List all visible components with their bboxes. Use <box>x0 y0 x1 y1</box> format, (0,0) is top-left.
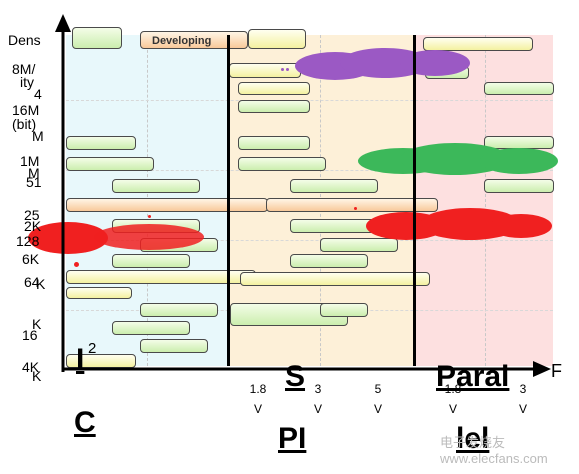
y-tick: K <box>36 276 46 292</box>
spi-bar <box>320 238 398 252</box>
red-blob <box>490 214 552 238</box>
spi-label-top: S <box>285 360 306 393</box>
grid-line <box>66 240 553 241</box>
red-blob <box>94 224 204 250</box>
parallel-label-top: Paral <box>436 360 510 393</box>
y-tick: 64 <box>24 274 40 290</box>
x-tick-value: 5 <box>374 382 382 396</box>
i2c-bar <box>66 157 154 171</box>
y-tick: M <box>28 165 40 181</box>
y-tick: 2K <box>24 218 42 234</box>
spi-bar <box>290 254 368 268</box>
x-tick-value: 1.8 <box>444 382 462 396</box>
watermark: 电子发烧友 www.elecfans.com <box>440 435 548 466</box>
i2c-bar <box>66 287 132 299</box>
grid-line <box>66 100 553 101</box>
i2c-bar <box>66 136 136 150</box>
y-tick: 51 <box>26 174 42 190</box>
y-axis-label: ity <box>20 74 34 90</box>
y-tick: 25 <box>24 207 40 223</box>
separator-line <box>413 35 416 366</box>
i2c-label-superscript: 2 <box>88 340 97 357</box>
x-tick-unit: V <box>448 402 457 416</box>
y-tick: 16M <box>12 102 40 118</box>
parallel-bar <box>484 82 554 95</box>
parallel-top-bar <box>423 37 533 51</box>
spi-bar <box>320 303 368 317</box>
spi-bar <box>238 100 310 113</box>
i2c-bar <box>140 339 208 353</box>
y-tick: 4K <box>22 359 40 375</box>
y-tick: K <box>32 316 42 332</box>
x-tick-value: 3 <box>314 382 322 396</box>
y-tick: K <box>32 368 42 384</box>
legend-developing-bar <box>140 31 248 49</box>
spi-bar <box>238 157 326 171</box>
i2c-label-top: I <box>76 343 85 376</box>
red-dot <box>74 262 79 267</box>
x-tick-value: 3 <box>519 382 527 396</box>
green-blob <box>480 148 558 174</box>
developing-label: Developing <box>152 35 212 47</box>
spi-bar <box>240 272 430 286</box>
y-axis-label: (bit) <box>12 116 37 132</box>
y-tick: 8M/ <box>12 61 36 77</box>
spi-label-bottom: PI <box>278 422 307 455</box>
x-tick-unit: V <box>253 402 262 416</box>
y-tick: 1M <box>20 153 40 169</box>
legend-green-bar <box>72 27 122 49</box>
y-tick: 4 <box>34 86 42 102</box>
x-tick-value: 1.8 <box>249 382 267 396</box>
parallel-bar <box>484 179 554 193</box>
purple-dot <box>281 68 284 71</box>
developing-bar <box>266 198 438 212</box>
spi-bar <box>238 82 310 95</box>
separator-line <box>227 35 230 366</box>
red-dot <box>354 207 357 210</box>
x-tick-unit: V <box>313 402 322 416</box>
x-tick-unit: V <box>373 402 382 416</box>
i2c-bar <box>112 321 190 335</box>
i2c-bar <box>112 179 200 193</box>
y-axis-label: Dens <box>8 32 41 48</box>
i2c-bar <box>140 303 218 317</box>
x-tick-unit: V <box>518 402 527 416</box>
y-tick: M <box>32 128 44 144</box>
purple-dot <box>286 68 289 71</box>
y-tick: 6K <box>22 251 40 267</box>
parallel-label-bottom: lel <box>456 422 490 455</box>
grid-line <box>485 35 486 366</box>
spi-bar <box>290 179 378 193</box>
i2c-bar <box>112 254 190 268</box>
purple-blob <box>400 50 470 76</box>
y-tick: 128 <box>16 233 40 249</box>
spi-bar <box>238 136 310 150</box>
x-axis-label: F <box>551 361 562 381</box>
red-dot <box>148 215 151 218</box>
y-tick: 16 <box>22 327 38 343</box>
legend-yellow-bar <box>248 29 306 49</box>
i2c-label-bottom: C <box>74 406 96 439</box>
